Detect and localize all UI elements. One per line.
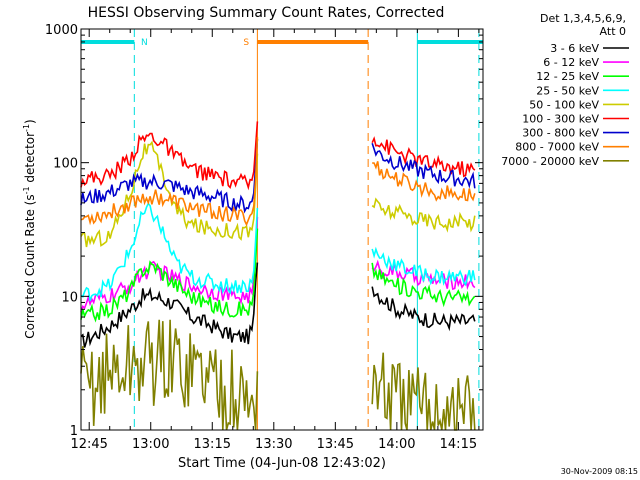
y-tick-label: 1000: [45, 23, 78, 38]
y-tick-label: 100: [53, 157, 78, 172]
x-tick-label: 13:45: [317, 437, 354, 452]
series-line: [80, 319, 259, 431]
y-tick-label: 10: [61, 290, 78, 305]
series-line: [371, 136, 476, 178]
plot-frame: [80, 28, 484, 431]
series-line: [80, 216, 259, 313]
x-tick-label: 13:15: [194, 437, 231, 452]
legend-label: 50 - 100 keV: [529, 98, 599, 111]
event-lines: [133, 29, 480, 430]
x-axis-label: Start Time (04-Jun-08 12:43:02): [178, 456, 386, 471]
x-tick-label: 14:00: [378, 437, 415, 452]
series-line: [371, 246, 476, 287]
series-line: [371, 197, 476, 233]
x-tick-label: 14:15: [440, 437, 477, 452]
legend-label: 25 - 50 keV: [536, 84, 599, 97]
legend-title-2: Att 0: [600, 25, 626, 38]
x-tick-label: 13:00: [132, 437, 169, 452]
series-line: [371, 262, 476, 308]
legend-label: 6 - 12 keV: [543, 56, 599, 69]
series-line: [80, 140, 259, 248]
series-line: [80, 137, 259, 227]
series-line: [371, 142, 476, 189]
legend-label: 12 - 25 keV: [536, 70, 599, 83]
legend-label: 300 - 800 keV: [522, 127, 599, 140]
y-axis-label: Corrected Count Rate (s-1 detector-1): [22, 119, 37, 338]
series-line: [371, 286, 476, 332]
flag-label: S: [243, 38, 249, 48]
legend-title-1: Det 1,3,4,5,6,9,: [540, 12, 626, 25]
series-line: [80, 262, 259, 348]
date-stamp: 30-Nov-2009 08:15: [561, 467, 638, 476]
legend-label: 100 - 300 keV: [522, 113, 599, 126]
series-line: [80, 121, 259, 191]
x-tick-label: 13:30: [255, 437, 292, 452]
y-tick-label: 1: [70, 424, 78, 439]
series-line: [371, 352, 476, 431]
legend-label: 3 - 6 keV: [550, 42, 599, 55]
series-line: [80, 228, 259, 323]
series-line: [80, 202, 259, 302]
legend-label: 7000 - 20000 keV: [501, 155, 599, 168]
chart-title: HESSI Observing Summary Count Rates, Cor…: [88, 5, 445, 21]
axes: 12:45 13:00 13:15 13:30 13:45 14:00 14:15 1 10 10…: [45, 23, 483, 452]
x-tick-label: 12:45: [70, 437, 107, 452]
series-line: [372, 161, 476, 202]
series-line: [80, 139, 259, 214]
legend-label: 800 - 7000 keV: [515, 141, 599, 154]
series-lines: [80, 121, 476, 431]
flag-label: N: [141, 38, 148, 48]
